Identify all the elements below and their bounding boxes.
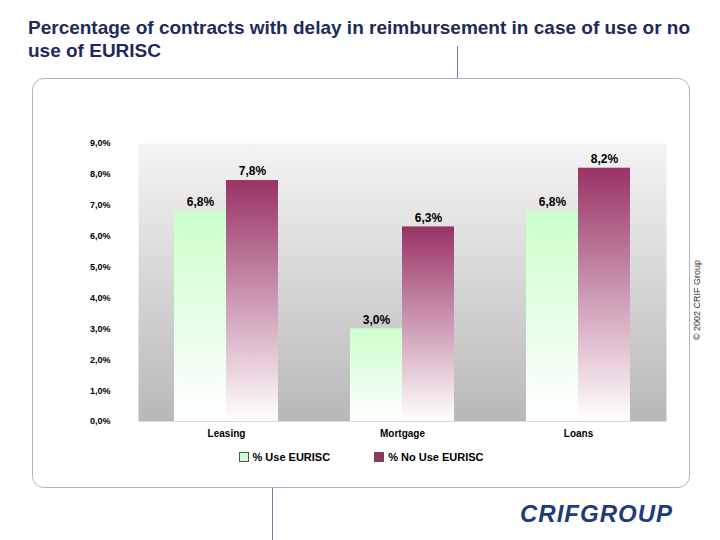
svg-text:6,8%: 6,8% xyxy=(539,195,567,209)
html-text:Percentage of contracts with d: Percentage of contracts with delay in re… xyxy=(28,17,690,61)
svg-text:8,2%: 8,2% xyxy=(591,152,619,166)
html-text:© 2002 CRIF Group: © 2002 CRIF Group xyxy=(692,259,702,341)
svg-text:Loans: Loans xyxy=(564,428,594,439)
svg-text:3,0%: 3,0% xyxy=(363,313,391,327)
html-text:% Use EURISC: % Use EURISC xyxy=(252,451,331,463)
svg-text:1,0%: 1,0% xyxy=(90,385,111,395)
svg-text:7,8%: 7,8% xyxy=(239,164,267,178)
svg-text:0,0%: 0,0% xyxy=(90,416,111,426)
svg-text:Leasing: Leasing xyxy=(208,428,246,439)
html-text:CRIFGROUP: CRIFGROUP xyxy=(520,500,673,527)
html-text:% No Use EURISC: % No Use EURISC xyxy=(388,451,484,463)
svg-text:9,0%: 9,0% xyxy=(90,138,111,148)
svg-text:6,0%: 6,0% xyxy=(90,231,111,241)
svg-text:6,8%: 6,8% xyxy=(187,195,215,209)
svg-text:8,0%: 8,0% xyxy=(90,169,111,179)
svg-text:5,0%: 5,0% xyxy=(90,262,111,272)
svg-text:Mortgage: Mortgage xyxy=(380,428,425,439)
svg-text:3,0%: 3,0% xyxy=(90,324,111,334)
svg-text:2,0%: 2,0% xyxy=(90,355,111,365)
svg-text:4,0%: 4,0% xyxy=(90,293,111,303)
svg-text:7,0%: 7,0% xyxy=(90,200,111,210)
svg-text:6,3%: 6,3% xyxy=(415,211,443,225)
